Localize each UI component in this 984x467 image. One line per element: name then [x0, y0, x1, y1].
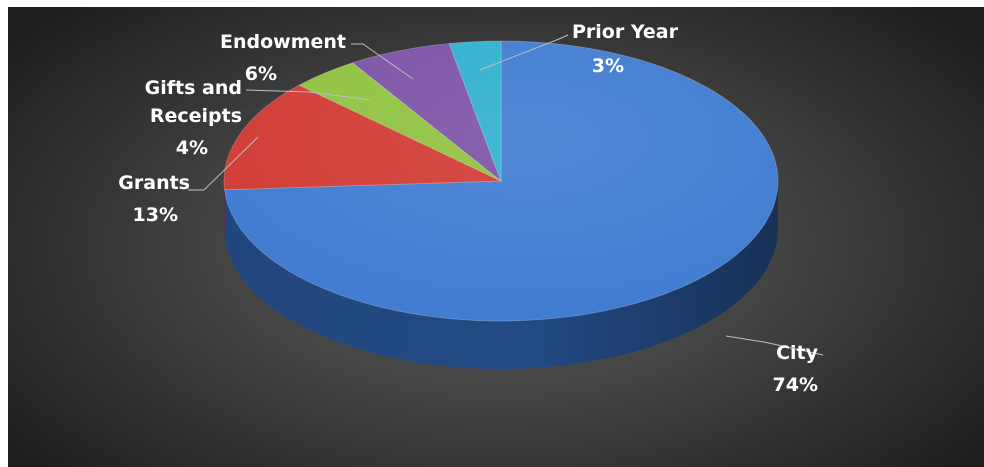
label-gifts-and-receipts: Gifts and Receipts 4%: [145, 77, 371, 159]
slice-label-text: Receipts: [150, 105, 242, 127]
pie-sides: [224, 181, 778, 370]
label-endowment: Endowment 6%: [220, 31, 414, 85]
slice-percent-text: 74%: [773, 374, 818, 396]
slice-label-text: City: [776, 342, 819, 364]
slice-percent-text: 3%: [592, 55, 624, 77]
chart-area: City 74% Grants 13% Gifts and Receipts 4% Endow…: [8, 7, 984, 467]
slice-label-text: Prior Year: [572, 21, 679, 43]
leader-line: [188, 136, 259, 191]
leader-line: [351, 43, 414, 80]
pie-chart: City 74% Grants 13% Gifts and Receipts 4% Endow…: [118, 21, 824, 396]
slice-label-text: Grants: [118, 172, 190, 194]
slice-label-text: Gifts and: [145, 77, 242, 99]
pie-top-highlight: [224, 41, 778, 321]
label-city: City 74%: [725, 335, 824, 396]
pie-tops: [223, 40, 779, 322]
pie-side-shade: [224, 181, 225, 238]
slice-percent-text: 4%: [176, 137, 208, 159]
label-grants: Grants 13%: [118, 136, 259, 226]
label-prior-year: Prior Year 3%: [479, 21, 679, 77]
leader-line: [725, 335, 824, 356]
slice-percent-text: 13%: [133, 204, 178, 226]
slice-percent-text: 6%: [245, 63, 277, 85]
leader-line: [245, 89, 371, 101]
data-labels: City 74% Grants 13% Gifts and Receipts 4% Endow…: [118, 21, 824, 396]
pie-side-shade: [224, 181, 778, 370]
leader-line: [479, 34, 569, 71]
slice-label-text: Endowment: [220, 31, 346, 53]
